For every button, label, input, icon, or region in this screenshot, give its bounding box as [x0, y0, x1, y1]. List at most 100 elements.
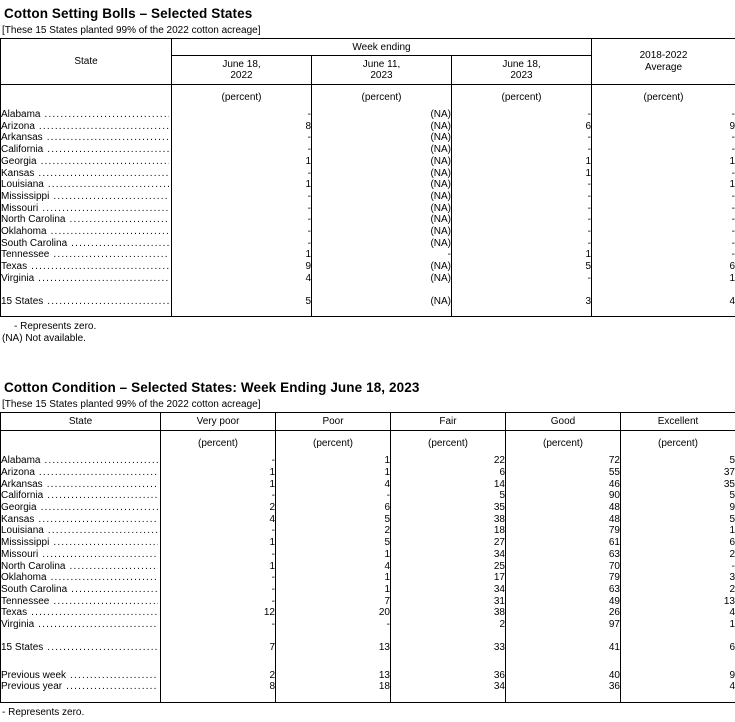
table-row: Kansas4538485 [0, 513, 735, 526]
dot-leader [47, 490, 158, 502]
row-label: North Carolina [0, 560, 161, 573]
dot-leader [42, 549, 158, 561]
dot-leader [41, 502, 158, 514]
unit-cell: (percent) [160, 430, 276, 456]
table-row: Arkansas14144635 [0, 478, 735, 491]
condition-header: State Very poor Poor Fair Good Excellent… [0, 412, 735, 456]
spacer-row [0, 284, 735, 296]
value-cell: - [731, 132, 735, 144]
dot-leader [70, 670, 158, 682]
row-label: Louisiana [0, 525, 161, 538]
value-cell: 1 [729, 155, 735, 167]
value-cell: 2 [729, 583, 735, 595]
value-cell: - [451, 144, 592, 156]
pad-body [0, 692, 735, 703]
value-cell: - [731, 226, 735, 238]
value-cell: 6 [451, 120, 592, 133]
value-cell: 35 [723, 478, 735, 490]
row-label: Mississippi [0, 190, 172, 203]
table-row: 15 States 5(NA)3 4 [0, 295, 735, 308]
state-name: Tennessee [1, 249, 50, 261]
value-cell: 4 [275, 478, 391, 491]
value-cell: 9 [729, 669, 735, 681]
value-cell: - [451, 202, 592, 215]
value-cell: 36 [390, 669, 506, 682]
dot-leader [47, 296, 169, 308]
value-cell: 63 [505, 548, 621, 561]
header-row-dates: June 18, 2022 June 11, 2023 June 18, 202… [1, 55, 735, 85]
state-name: Louisiana [1, 525, 44, 537]
value-cell: - [160, 548, 276, 561]
value-cell: 1 [160, 466, 276, 479]
value-cell: - [731, 144, 735, 156]
row-label: 15 States [0, 641, 161, 654]
row-label: Alabama [0, 455, 161, 467]
value-cell: 1 [729, 525, 735, 537]
table-row: Virginia 4(NA)- 1 [0, 272, 735, 285]
value-cell: 1 [160, 560, 276, 573]
row-label: Tennessee [0, 595, 161, 608]
footnote-not-available: (NA) Not available. [2, 333, 86, 345]
value-cell: 31 [390, 595, 506, 608]
value-cell: - [731, 190, 735, 202]
very-poor-column-header: Very poor [160, 412, 276, 431]
unit-cell: (percent) [275, 430, 391, 456]
condition-title: Cotton Condition – Selected States: Week… [4, 380, 420, 396]
dot-leader [31, 261, 169, 273]
value-cell: 1 [729, 272, 735, 284]
row-label: California [0, 490, 161, 503]
value-cell: (NA) [311, 155, 452, 168]
value-cell: 1 [275, 466, 391, 479]
condition-section: Cotton Condition – Selected States: Week… [0, 380, 735, 719]
value-cell: 6 [390, 466, 506, 479]
value-cell: 13 [275, 641, 391, 654]
average-column-header: 2018-2022 Average [591, 38, 735, 85]
dot-leader [51, 226, 169, 238]
header-row: State Very poor Poor Fair Good Excellent [0, 412, 735, 431]
value-cell: 1 [275, 572, 391, 584]
value-cell: 5 [729, 455, 735, 467]
value-cell: 5 [275, 513, 391, 526]
dot-leader [31, 607, 158, 619]
value-cell: 6 [729, 537, 735, 549]
unit-cell-empty [0, 84, 172, 109]
value-cell: 1 [275, 455, 391, 467]
value-cell: - [160, 525, 276, 538]
value-cell: - [160, 583, 276, 596]
value-cell: 8 [171, 120, 312, 133]
state-name: Georgia [1, 155, 37, 167]
state-name: Missouri [1, 202, 39, 214]
value-cell: 4 [275, 560, 391, 573]
state-name: Arkansas [1, 132, 43, 144]
row-label: Virginia [0, 619, 161, 631]
state-name: Oklahoma [1, 226, 47, 238]
value-cell: 2 [729, 548, 735, 560]
dot-leader [38, 619, 158, 631]
dot-leader [66, 681, 158, 693]
row-label: Georgia [0, 502, 161, 514]
unit-row: (percent) (percent) (percent) (percent) [0, 84, 735, 109]
value-cell: - [160, 572, 276, 584]
value-cell: 9 [729, 120, 735, 132]
comparison-rows-body: Previous week21336409Previous year818343… [0, 669, 735, 693]
value-cell: 4 [729, 295, 735, 307]
dot-leader [48, 525, 158, 537]
value-cell: 5 [171, 295, 312, 308]
value-cell: 5 [729, 513, 735, 525]
setting-bolls-footnotes: - Represents zero. (NA) Not available. [0, 321, 735, 345]
spacer-row [0, 630, 735, 642]
value-cell: (NA) [311, 167, 452, 180]
row-label: Mississippi [0, 537, 161, 549]
row-label: California [0, 144, 172, 156]
value-cell: - [171, 109, 312, 121]
total-rows-body: 15 States 5(NA)3 4 [0, 295, 735, 308]
row-label: Arizona [0, 120, 172, 133]
state-name: Mississippi [1, 190, 50, 202]
value-cell: - [731, 167, 735, 179]
poor-column-header: Poor [275, 412, 391, 431]
value-cell: 13 [723, 595, 735, 607]
state-name: Previous year [1, 681, 63, 693]
